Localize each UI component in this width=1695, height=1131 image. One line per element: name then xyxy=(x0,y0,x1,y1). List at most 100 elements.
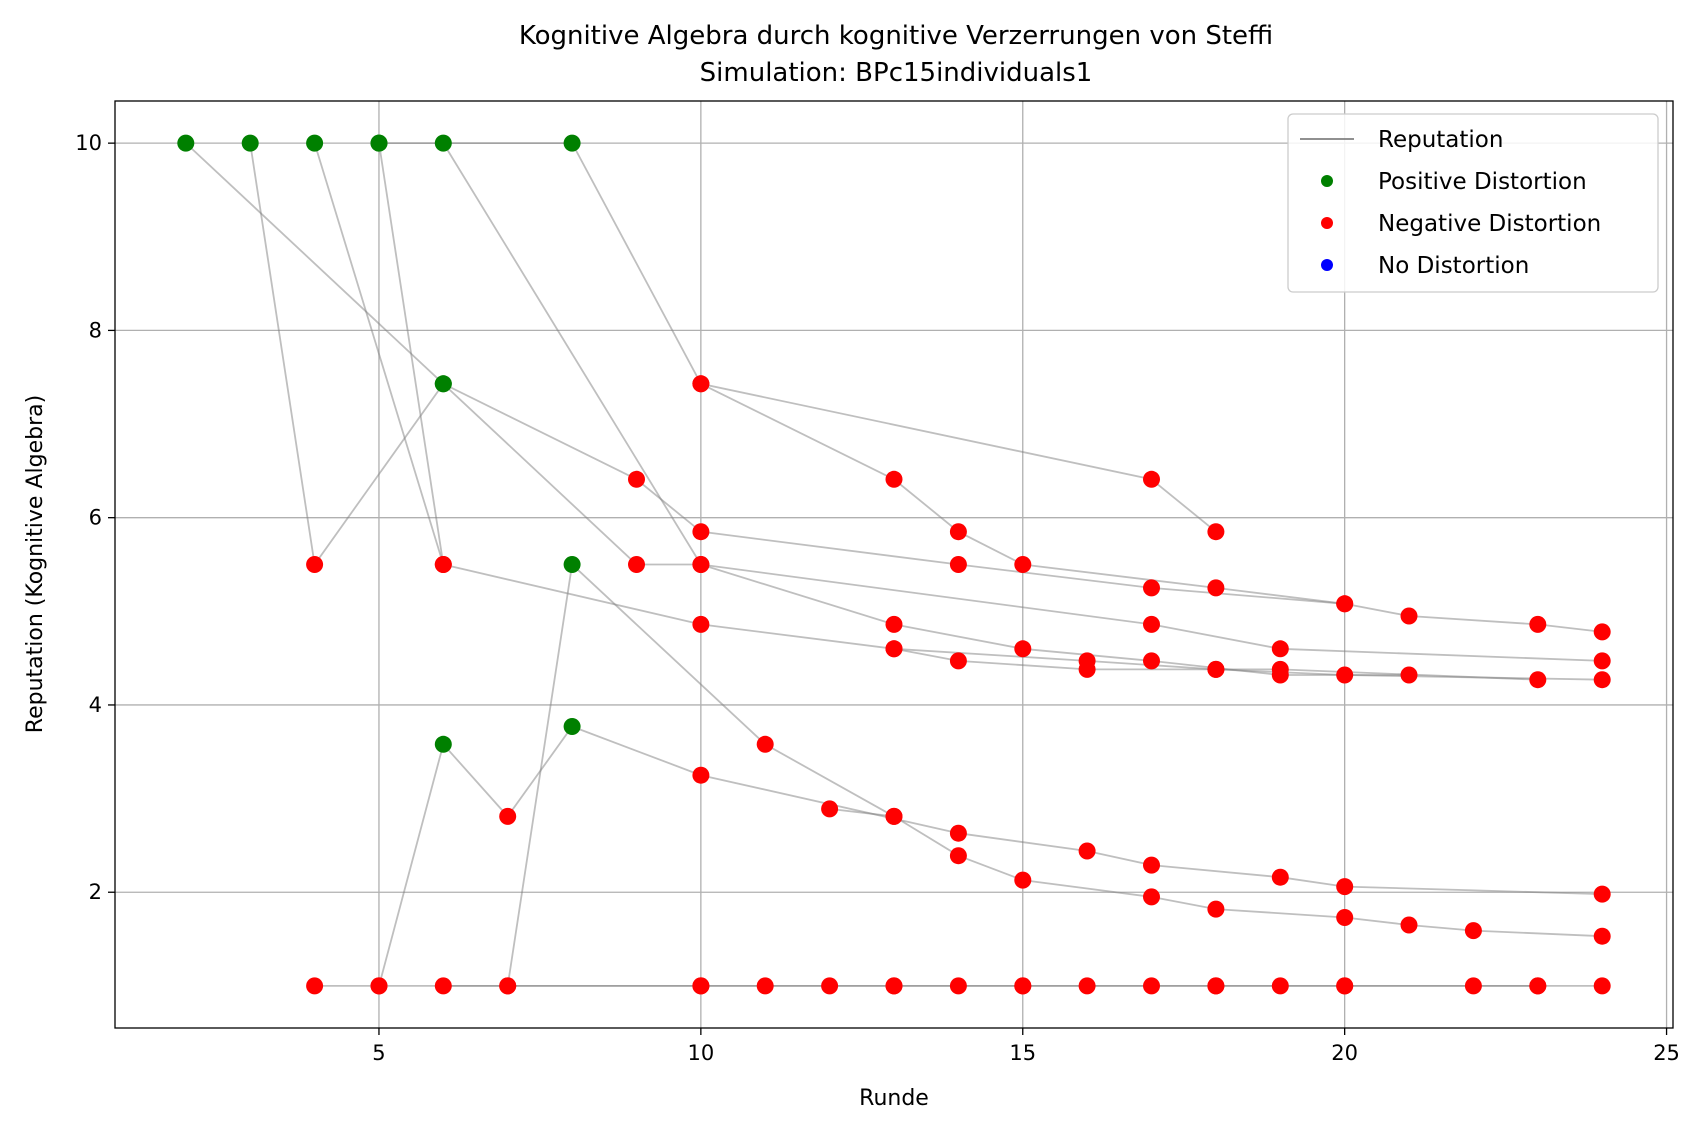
negative-distortion-point xyxy=(1207,660,1225,678)
negative-distortion-point xyxy=(949,847,967,865)
negative-distortion-point xyxy=(1593,885,1611,903)
negative-distortion-point xyxy=(1271,868,1289,886)
negative-distortion-point xyxy=(1014,871,1032,889)
negative-distortion-point xyxy=(821,800,839,818)
negative-distortion-point xyxy=(1464,977,1482,995)
negative-distortion-point xyxy=(1593,623,1611,641)
y-tick-label: 2 xyxy=(89,880,102,904)
legend-label-none: No Distortion xyxy=(1378,253,1529,279)
x-tick-label: 5 xyxy=(372,1041,385,1065)
legend-box xyxy=(1287,113,1659,293)
negative-distortion-point xyxy=(1593,977,1611,995)
plot-frame xyxy=(114,100,1674,1029)
negative-distortion-point xyxy=(1336,595,1354,613)
negative-distortion-point xyxy=(499,807,517,825)
negative-distortion-point xyxy=(756,735,774,753)
legend-swatch-negative xyxy=(1321,217,1333,229)
positive-distortion-point xyxy=(241,134,259,152)
negative-distortion-point xyxy=(1464,922,1482,940)
positive-distortion-point xyxy=(177,134,195,152)
negative-distortion-point xyxy=(1143,615,1160,633)
positive-distortion-point xyxy=(434,375,452,393)
negative-distortion-point xyxy=(1529,671,1547,689)
positive-distortion-point xyxy=(563,718,581,735)
legend-swatch-positive xyxy=(1321,175,1333,187)
positive-distortion-point xyxy=(306,134,324,152)
legend-label-negative: Negative Distortion xyxy=(1378,211,1601,237)
chart-title: Kognitive Algebra durch kognitive Verzer… xyxy=(519,21,1273,51)
negative-distortion-point xyxy=(949,556,967,573)
reputation-line xyxy=(313,142,1603,681)
positive-distortion-point xyxy=(563,134,581,152)
negative-distortion-point xyxy=(1207,900,1225,918)
negative-distortion-point xyxy=(1078,842,1096,860)
negative-distortion-point xyxy=(628,470,645,488)
negative-distortion-point xyxy=(1014,556,1032,573)
legend-label-reputation: Reputation xyxy=(1378,127,1503,153)
negative-distortion-point xyxy=(434,977,452,995)
reputation-line xyxy=(700,382,1345,605)
negative-distortion-point xyxy=(434,556,452,573)
x-tick-label: 15 xyxy=(1009,1041,1036,1065)
negative-distortion-point xyxy=(499,977,517,995)
negative-distortion-point xyxy=(1593,927,1611,945)
negative-distortion-point xyxy=(885,807,903,825)
y-tick-label: 8 xyxy=(89,318,102,342)
negative-distortion-point xyxy=(1336,878,1354,896)
negative-distortion-point xyxy=(370,977,388,995)
legend-swatch-none xyxy=(1321,259,1333,271)
negative-distortion-point xyxy=(1529,615,1547,633)
negative-distortion-point xyxy=(1400,666,1418,684)
negative-distortion-point xyxy=(885,640,903,658)
negative-distortion-point xyxy=(1593,652,1611,670)
negative-distortion-point xyxy=(692,556,710,573)
y-tick-label: 10 xyxy=(75,131,102,155)
positive-distortion-point xyxy=(434,134,452,152)
negative-distortion-point xyxy=(1207,523,1225,541)
negative-distortion-point xyxy=(1336,977,1354,995)
negative-distortion-point xyxy=(692,766,710,784)
negative-distortion-point xyxy=(821,977,839,995)
positive-distortion-point xyxy=(563,556,581,573)
positive-distortion-point xyxy=(370,134,388,152)
negative-distortion-point xyxy=(1143,856,1160,874)
negative-distortion-point xyxy=(885,470,903,488)
negative-distortion-point xyxy=(1143,579,1160,597)
negative-distortion-point xyxy=(306,556,324,573)
negative-distortion-point xyxy=(949,652,967,670)
chart-subtitle: Simulation: BPc15individuals1 xyxy=(700,58,1093,88)
negative-distortion-point xyxy=(692,615,710,633)
negative-distortion-point xyxy=(949,824,967,842)
negative-distortion-point xyxy=(1078,660,1096,678)
reputation-line xyxy=(829,808,895,818)
negative-distortion-point xyxy=(306,977,324,995)
negative-distortion-point xyxy=(1143,652,1160,670)
negative-distortion-point xyxy=(1271,660,1289,678)
negative-distortion-point xyxy=(949,523,967,541)
positive-distortion-point xyxy=(434,735,452,753)
negative-distortion-point xyxy=(1078,977,1096,995)
legend-label-positive: Positive Distortion xyxy=(1378,169,1587,195)
negative-distortion-point xyxy=(692,523,710,541)
negative-distortion-point xyxy=(1207,579,1225,597)
negative-distortion-point xyxy=(1593,671,1611,689)
negative-distortion-point xyxy=(885,977,903,995)
negative-distortion-point xyxy=(692,977,710,995)
x-tick-label: 10 xyxy=(687,1041,714,1065)
negative-distortion-point xyxy=(1529,977,1547,995)
negative-distortion-point xyxy=(1014,977,1032,995)
negative-distortion-point xyxy=(1143,888,1160,906)
negative-distortion-point xyxy=(756,977,774,995)
negative-distortion-point xyxy=(1271,977,1289,995)
reputation-line xyxy=(378,142,445,565)
negative-distortion-point xyxy=(949,977,967,995)
x-axis-ticks: 5 10 15 20 25 xyxy=(372,1028,1680,1065)
negative-distortion-point xyxy=(1271,640,1289,658)
negative-distortion-point xyxy=(885,615,903,633)
negative-distortion-point xyxy=(1336,666,1354,684)
x-tick-label: 25 xyxy=(1653,1041,1680,1065)
reputation-line xyxy=(185,142,1603,633)
y-axis-ticks: 2 4 6 8 10 xyxy=(75,131,115,904)
negative-distortion-point xyxy=(1143,470,1160,488)
